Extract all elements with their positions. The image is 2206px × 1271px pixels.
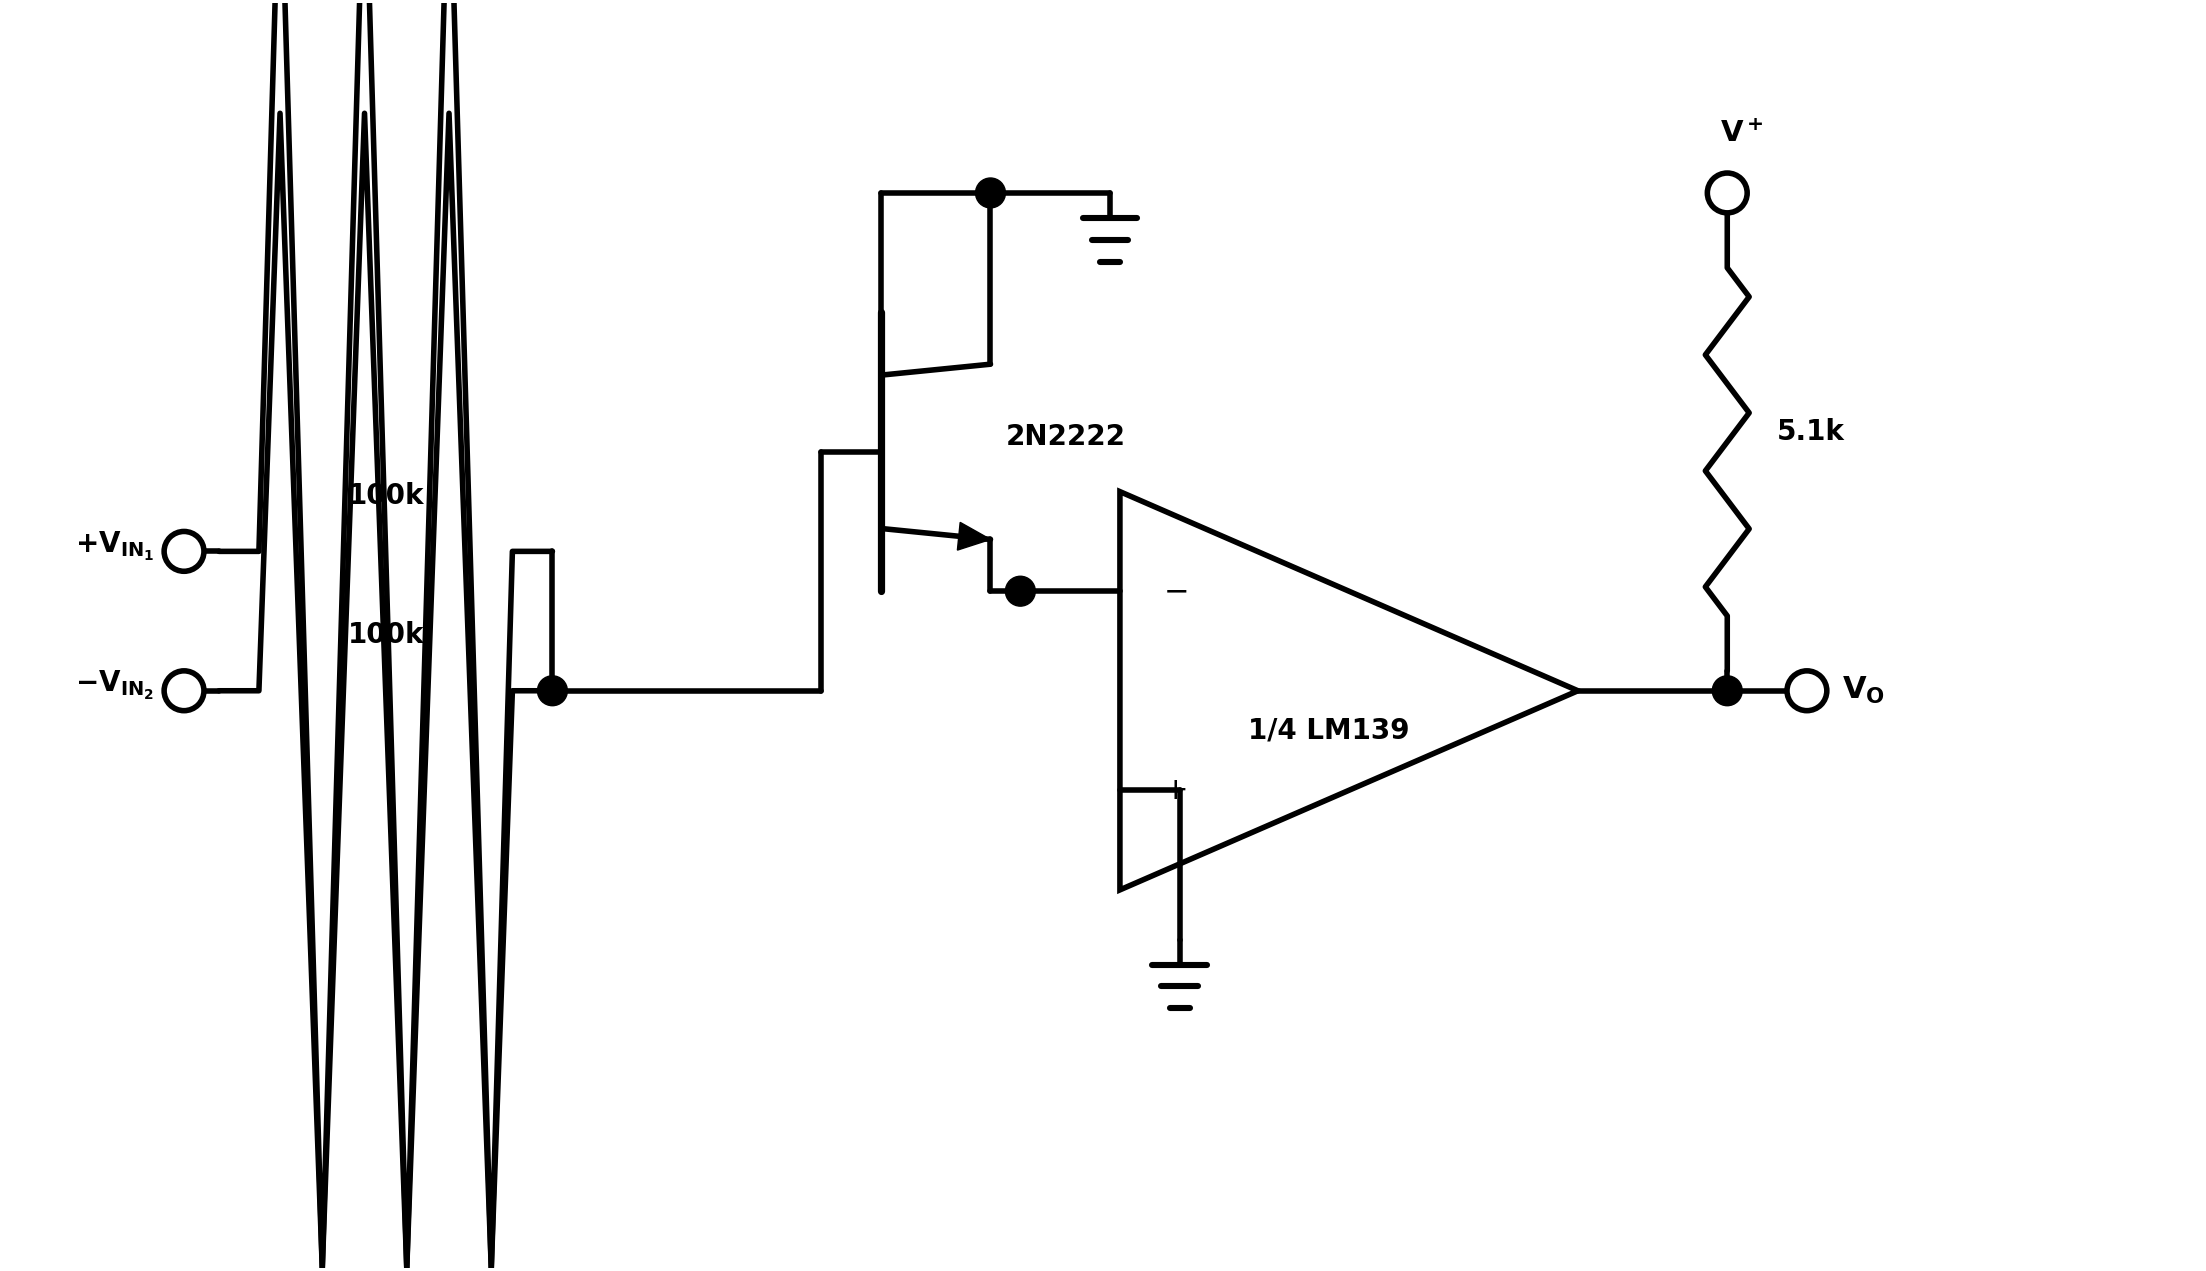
- Circle shape: [163, 531, 203, 571]
- Text: $+$: $+$: [1163, 775, 1187, 805]
- Text: $\mathbf{+V_{IN_1}}$: $\mathbf{+V_{IN_1}}$: [75, 530, 154, 563]
- Circle shape: [1006, 576, 1035, 606]
- Circle shape: [975, 178, 1006, 208]
- Polygon shape: [957, 522, 990, 550]
- Text: $\mathbf{V_O}$: $\mathbf{V_O}$: [1842, 675, 1884, 707]
- Text: 1/4 LM139: 1/4 LM139: [1249, 717, 1410, 745]
- Text: $-$: $-$: [1163, 577, 1187, 606]
- Text: 100k: 100k: [346, 622, 424, 649]
- Circle shape: [163, 671, 203, 710]
- Text: 5.1k: 5.1k: [1778, 418, 1844, 446]
- Circle shape: [1707, 173, 1747, 212]
- Text: 2N2222: 2N2222: [1006, 423, 1125, 451]
- Text: $\mathbf{V^+}$: $\mathbf{V^+}$: [1721, 121, 1765, 149]
- Circle shape: [1712, 676, 1743, 705]
- Circle shape: [538, 676, 567, 705]
- Text: 100k: 100k: [346, 482, 424, 510]
- Circle shape: [1787, 671, 1827, 710]
- Text: $\mathbf{-V_{IN_2}}$: $\mathbf{-V_{IN_2}}$: [75, 670, 154, 703]
